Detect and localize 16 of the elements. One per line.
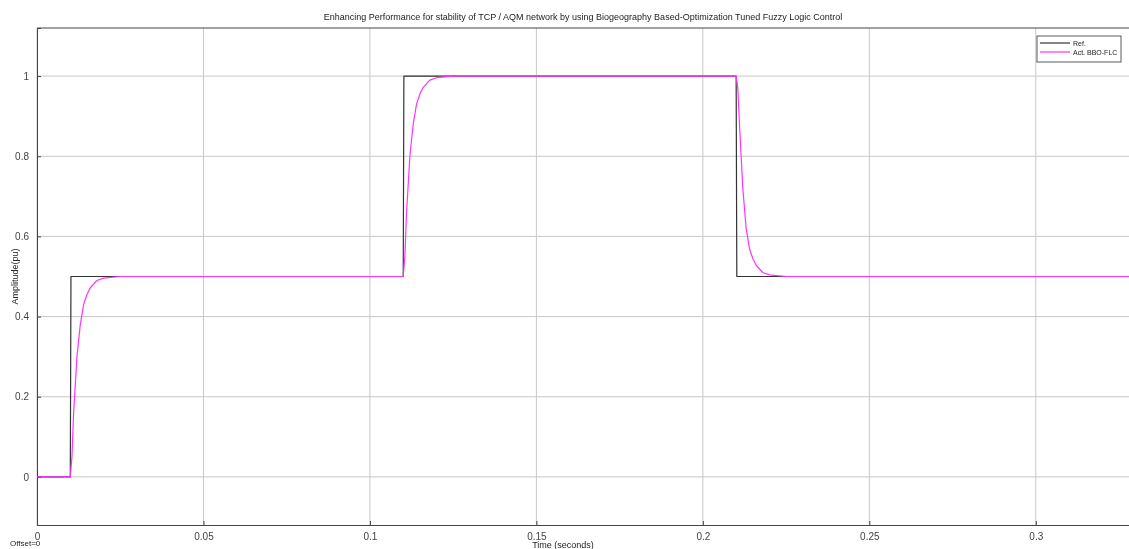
y-tick-label: 1 (23, 70, 30, 82)
x-tick-label: 0.25 (860, 531, 880, 543)
x-axis-title: Time (seconds) (532, 540, 594, 549)
y-tick-label: 0.2 (15, 391, 30, 403)
x-tick-label: 0.15 (527, 531, 548, 543)
y-tick-label: 0.6 (15, 231, 30, 243)
x-tick-label: 0.1 (363, 531, 378, 543)
y-tick-label: 0.4 (15, 311, 30, 323)
x-tick-label: 0.3 (1029, 531, 1044, 543)
chart-title: Enhancing Performance for stability of TCP / AQM network by using Biogeography Based-Optimization Tuned Fuzzy Logic Control (323, 12, 843, 22)
y-tick-label: 0.8 (15, 150, 30, 162)
y-axis-title: Amplitude(pu) (10, 248, 20, 305)
y-tick-label: 0 (23, 471, 30, 483)
text: Offset=0 (10, 539, 41, 548)
x-tick-label: 0.2 (696, 531, 711, 543)
x-tick-label: 0.05 (194, 531, 215, 543)
